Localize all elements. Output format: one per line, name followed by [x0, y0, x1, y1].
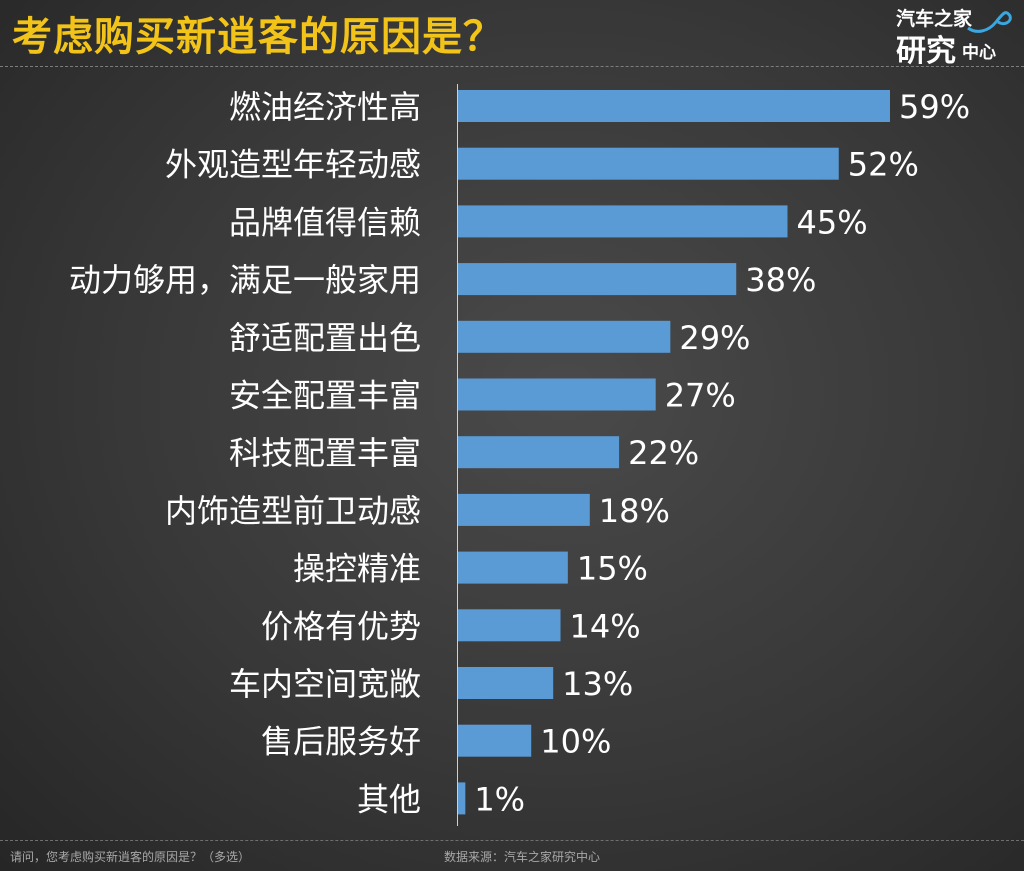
value-label: 14%: [570, 607, 641, 645]
logo-swirl-icon: [967, 11, 1012, 33]
data-source-note: 数据来源：汽车之家研究中心: [444, 850, 601, 864]
value-label: 10%: [540, 723, 611, 761]
value-label: 45%: [796, 203, 867, 241]
value-label: 52%: [848, 146, 919, 184]
category-label: 动力够用，满足一般家用: [69, 261, 421, 299]
bar: [458, 90, 890, 122]
category-label: 售后服务好: [261, 723, 421, 761]
brand-logo: 汽车之家 研究 中心: [896, 4, 1014, 69]
bar: [458, 551, 568, 584]
value-label: 22%: [628, 434, 699, 472]
category-label: 燃油经济性高: [229, 88, 421, 126]
bar: [458, 147, 839, 180]
bar: [458, 436, 620, 469]
bar: [458, 609, 561, 642]
value-label: 1%: [474, 780, 525, 818]
bar: [458, 263, 737, 296]
category-label: 车内空间宽敞: [229, 665, 421, 703]
logo-line-3: 中心: [962, 43, 996, 63]
logo-line-1: 汽车之家: [896, 8, 973, 30]
category-label: 内饰造型前卫动感: [165, 492, 421, 530]
category-label: 舒适配置出色: [229, 319, 421, 357]
bar: [458, 493, 590, 526]
category-label: 品牌值得信赖: [229, 203, 421, 241]
category-label: 操控精准: [293, 550, 421, 588]
value-label: 38%: [745, 261, 816, 299]
header-divider: [0, 66, 1024, 67]
survey-question-note: 请问，您考虑购买新逍客的原因是？（多选）: [10, 850, 251, 864]
category-label: 科技配置丰富: [229, 434, 421, 472]
bar: [458, 782, 466, 815]
value-label: 29%: [679, 319, 750, 357]
value-label: 59%: [899, 88, 970, 126]
value-label: 27%: [665, 377, 736, 415]
footer-divider: [0, 840, 1024, 841]
value-label: 13%: [562, 665, 633, 703]
bar: [458, 205, 788, 238]
category-label: 其他: [357, 780, 421, 818]
bar: [458, 378, 656, 411]
category-label: 外观造型年轻动感: [165, 146, 421, 184]
bar: [458, 724, 532, 757]
bar: [458, 667, 554, 699]
logo-line-2: 研究: [896, 34, 956, 69]
value-label: 18%: [599, 492, 670, 530]
page-title: 考虑购买新逍客的原因是？: [12, 14, 504, 60]
category-label: 价格有优势: [261, 607, 421, 645]
bar: [458, 320, 671, 353]
category-label: 安全配置丰富: [229, 377, 421, 415]
value-label: 15%: [577, 550, 648, 588]
